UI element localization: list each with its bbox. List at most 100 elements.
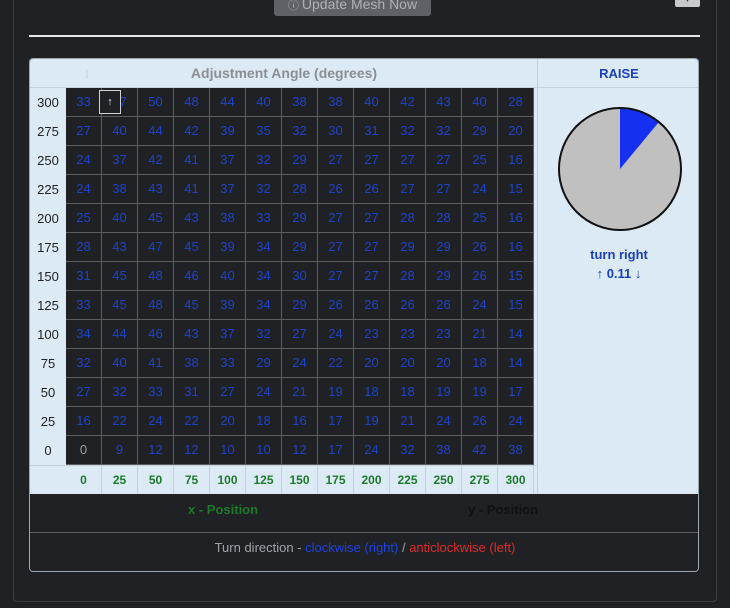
grid-cell[interactable]: 16 <box>282 407 318 436</box>
grid-cell[interactable]: 38 <box>174 349 210 378</box>
grid-cell[interactable]: 29 <box>282 204 318 233</box>
grid-cell[interactable]: 27 <box>354 262 390 291</box>
grid-cell[interactable]: 30 <box>282 262 318 291</box>
grid-cell[interactable]: 24 <box>354 436 390 465</box>
grid-cell[interactable]: 40 <box>246 88 282 117</box>
grid-cell[interactable]: 33 <box>66 88 102 117</box>
grid-cell[interactable]: 20 <box>498 117 534 146</box>
grid-cell[interactable]: 43 <box>174 320 210 349</box>
grid-cell[interactable]: 38 <box>102 175 138 204</box>
grid-cell[interactable]: 42 <box>390 88 426 117</box>
grid-cell[interactable]: 17 <box>318 407 354 436</box>
grid-cell[interactable]: 12 <box>282 436 318 465</box>
corner-toggle-button[interactable]: ▾ <box>675 0 700 7</box>
grid-cell[interactable]: 0 <box>66 436 102 465</box>
grid-cell[interactable]: 12 <box>174 436 210 465</box>
grid-cell[interactable]: 27 <box>210 378 246 407</box>
grid-cell[interactable]: 25 <box>462 204 498 233</box>
grid-cell[interactable]: 23 <box>354 320 390 349</box>
grid-cell[interactable]: 45 <box>102 291 138 320</box>
grid-cell[interactable]: 31 <box>354 117 390 146</box>
grid-cell[interactable]: 39 <box>210 291 246 320</box>
grid-cell[interactable]: 32 <box>390 117 426 146</box>
grid-cell[interactable]: 29 <box>282 233 318 262</box>
grid-cell[interactable]: 43 <box>174 204 210 233</box>
grid-cell[interactable]: 21 <box>282 378 318 407</box>
grid-cell[interactable]: 35 <box>246 117 282 146</box>
grid-cell[interactable]: 32 <box>246 146 282 175</box>
grid-cell[interactable]: 43 <box>426 88 462 117</box>
grid-cell[interactable]: 45 <box>174 233 210 262</box>
grid-cell[interactable]: 46 <box>174 262 210 291</box>
grid-cell[interactable]: 43 <box>138 175 174 204</box>
grid-cell[interactable]: 27 <box>318 233 354 262</box>
grid-cell[interactable]: 37 <box>210 146 246 175</box>
grid-cell[interactable]: 32 <box>282 117 318 146</box>
grid-cell[interactable]: 27 <box>318 204 354 233</box>
grid-cell[interactable]: 32 <box>246 320 282 349</box>
grid-cell[interactable]: 24 <box>498 407 534 436</box>
grid-cell[interactable]: 18 <box>390 378 426 407</box>
grid-cell[interactable]: 17 <box>318 436 354 465</box>
grid-cell[interactable]: 24 <box>462 175 498 204</box>
grid-cell[interactable]: 24 <box>66 146 102 175</box>
grid-cell[interactable]: 27 <box>390 146 426 175</box>
grid-cell[interactable]: 34 <box>66 320 102 349</box>
grid-cell[interactable]: 18 <box>354 378 390 407</box>
grid-cell[interactable]: 32 <box>102 378 138 407</box>
grid-cell[interactable]: 26 <box>426 291 462 320</box>
grid-cell[interactable]: 29 <box>426 262 462 291</box>
grid-cell[interactable]: 19 <box>318 378 354 407</box>
grid-cell[interactable]: 15 <box>498 291 534 320</box>
grid-cell[interactable]: 19 <box>426 378 462 407</box>
grid-cell[interactable]: 27 <box>318 262 354 291</box>
update-mesh-button[interactable]: ⓘ Update Mesh Now <box>274 0 431 16</box>
grid-cell[interactable]: 25 <box>462 146 498 175</box>
grid-cell[interactable]: 26 <box>390 291 426 320</box>
grid-cell[interactable]: 39 <box>210 233 246 262</box>
grid-cell[interactable]: 45 <box>138 204 174 233</box>
grid-cell[interactable]: 26 <box>462 262 498 291</box>
grid-cell[interactable]: 38 <box>426 436 462 465</box>
grid-cell[interactable]: 28 <box>390 262 426 291</box>
grid-cell[interactable]: 50 <box>138 88 174 117</box>
grid-cell[interactable]: 24 <box>282 349 318 378</box>
grid-cell[interactable]: 26 <box>462 407 498 436</box>
grid-cell[interactable]: 42 <box>174 117 210 146</box>
grid-cell[interactable]: 27 <box>66 117 102 146</box>
grid-cell[interactable]: 29 <box>462 117 498 146</box>
grid-cell[interactable]: 15 <box>498 175 534 204</box>
grid-cell[interactable]: 45 <box>102 262 138 291</box>
grid-cell[interactable]: 48 <box>174 88 210 117</box>
grid-cell[interactable]: 37 <box>210 175 246 204</box>
grid-cell[interactable]: 23 <box>426 320 462 349</box>
grid-cell[interactable]: 28 <box>426 204 462 233</box>
grid-cell[interactable]: 16 <box>498 233 534 262</box>
grid-cell[interactable]: 27 <box>318 146 354 175</box>
grid-cell[interactable]: 40 <box>102 204 138 233</box>
grid-cell[interactable]: 24 <box>66 175 102 204</box>
grid-cell[interactable]: 42 <box>462 436 498 465</box>
grid-cell[interactable]: 29 <box>426 233 462 262</box>
grid-cell[interactable]: 29 <box>246 349 282 378</box>
grid-cell[interactable]: 17 <box>498 378 534 407</box>
grid-cell[interactable]: 16 <box>498 146 534 175</box>
grid-cell[interactable]: 24 <box>246 378 282 407</box>
grid-cell[interactable]: 38 <box>318 88 354 117</box>
grid-cell[interactable]: 48 <box>138 262 174 291</box>
grid-cell[interactable]: 38 <box>282 88 318 117</box>
grid-cell[interactable]: 44 <box>210 88 246 117</box>
grid-cell[interactable]: 37 <box>210 320 246 349</box>
grid-cell[interactable]: 45 <box>174 291 210 320</box>
grid-cell[interactable]: 18 <box>462 349 498 378</box>
grid-cell[interactable]: 9 <box>102 436 138 465</box>
grid-cell[interactable]: 20 <box>210 407 246 436</box>
grid-cell[interactable]: 32 <box>66 349 102 378</box>
grid-cell[interactable]: 41 <box>174 175 210 204</box>
grid-cell[interactable]: 25 <box>66 204 102 233</box>
grid-cell[interactable]: 28 <box>282 175 318 204</box>
grid-cell[interactable]: 23 <box>390 320 426 349</box>
grid-cell[interactable]: 28 <box>498 88 534 117</box>
grid-cell[interactable]: 14 <box>498 320 534 349</box>
grid-cell[interactable]: 19 <box>354 407 390 436</box>
